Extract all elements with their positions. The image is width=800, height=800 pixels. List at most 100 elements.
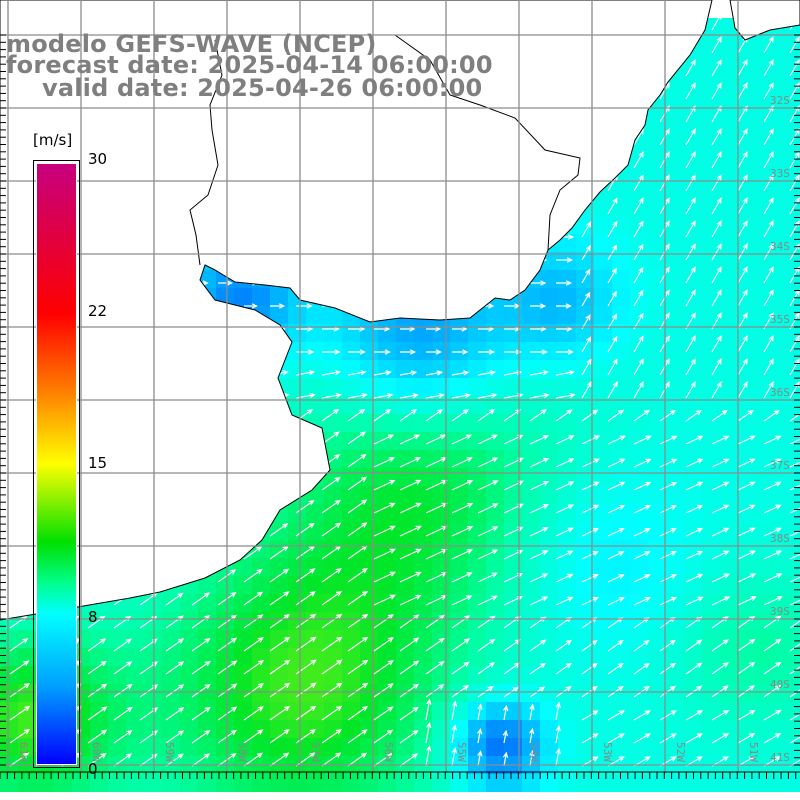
wind-arrow (503, 704, 509, 721)
wind-arrow (399, 614, 420, 629)
wind-arrow (607, 435, 626, 445)
wind-cell (198, 648, 216, 666)
wind-cell (0, 738, 18, 756)
wind-cell (558, 666, 576, 684)
wind-arrow (633, 335, 644, 353)
wind-arrow (425, 660, 445, 675)
colorbar-tick-label: 0 (88, 760, 98, 778)
wind-cell (792, 414, 800, 432)
wind-cell (558, 558, 576, 576)
wind-cell (702, 36, 720, 54)
wind-cell (432, 414, 450, 432)
wind-cell (342, 612, 360, 630)
wind-cell (792, 198, 800, 216)
wind-arrow (373, 548, 396, 560)
wind-arrow (87, 683, 108, 698)
wind-cell (216, 594, 234, 612)
wind-cell (162, 630, 180, 648)
wind-arrow (711, 197, 722, 215)
wind-arrow (763, 266, 774, 284)
wind-cell (576, 432, 594, 450)
wind-cell (540, 450, 558, 468)
wind-cell (54, 774, 72, 792)
wind-arrow (373, 392, 394, 399)
wind-arrow (607, 481, 626, 491)
wind-cell (630, 342, 648, 360)
wind-arrow (737, 289, 748, 307)
wind-cell (90, 720, 108, 738)
wind-arrow (269, 545, 289, 560)
wind-arrow (529, 550, 549, 560)
wind-cell (774, 414, 792, 432)
wind-arrow (737, 151, 748, 169)
wind-arrow (737, 435, 756, 445)
wind-arrow (685, 151, 696, 169)
wind-cell (486, 702, 504, 720)
wind-cell (342, 738, 360, 756)
wind-arrow (347, 682, 369, 698)
wind-cell (594, 540, 612, 558)
wind-arrow (659, 573, 678, 583)
wind-cell (702, 450, 720, 468)
wind-cell (594, 738, 612, 756)
wind-arrow (581, 336, 592, 353)
wind-cell (324, 486, 342, 504)
wind-cell (612, 648, 630, 666)
wind-cell (414, 774, 432, 792)
wind-arrow (607, 220, 618, 238)
wind-cell (216, 666, 234, 684)
wind-cell (486, 684, 504, 702)
wind-cell (594, 504, 612, 522)
wind-cell (540, 630, 558, 648)
wind-arrow (451, 502, 474, 514)
wind-cell (738, 738, 756, 756)
wind-cell (576, 612, 594, 630)
wind-cell (306, 594, 324, 612)
wind-cell (540, 576, 558, 594)
wind-cell (792, 342, 800, 360)
wind-cell (576, 630, 594, 648)
wind-cell (486, 504, 504, 522)
wind-cell (216, 648, 234, 666)
wind-cell (306, 306, 324, 324)
wind-cell (144, 738, 162, 756)
wind-arrow (607, 197, 618, 215)
wind-arrow (763, 151, 774, 169)
wind-cell (648, 270, 666, 288)
wind-arrow (763, 220, 774, 238)
wind-cell (234, 648, 252, 666)
wind-cell (756, 612, 774, 630)
wind-arrow (347, 752, 368, 767)
wind-arrow (373, 660, 394, 675)
wind-arrow (737, 409, 754, 422)
wind-arrow (607, 551, 625, 560)
wind-arrow (659, 528, 677, 537)
wind-cell (612, 486, 630, 504)
wind-arrow (321, 729, 342, 744)
wind-arrow (477, 549, 499, 560)
wind-cell (666, 270, 684, 288)
wind-cell (486, 486, 504, 504)
wind-cell (738, 72, 756, 90)
wind-cell (684, 252, 702, 270)
wind-arrow (399, 479, 422, 491)
wind-arrow (685, 527, 704, 537)
wind-cell (630, 450, 648, 468)
wind-arrow (321, 613, 343, 629)
wind-cell (684, 144, 702, 162)
wind-arrow (347, 568, 368, 583)
wind-arrow (529, 434, 550, 445)
wind-cell (684, 198, 702, 216)
wind-cell (414, 504, 432, 522)
wind-arrow (399, 457, 422, 468)
wind-cell (378, 648, 396, 666)
wind-arrow (555, 596, 574, 606)
wind-cell (234, 558, 252, 576)
wind-cell (738, 774, 756, 792)
colorbar-tick-label: 22 (88, 302, 108, 320)
wind-cell (126, 630, 144, 648)
wind-arrow (581, 409, 599, 422)
wind-arrow (711, 733, 730, 744)
wind-cell (630, 702, 648, 720)
wind-arrow (477, 638, 496, 652)
